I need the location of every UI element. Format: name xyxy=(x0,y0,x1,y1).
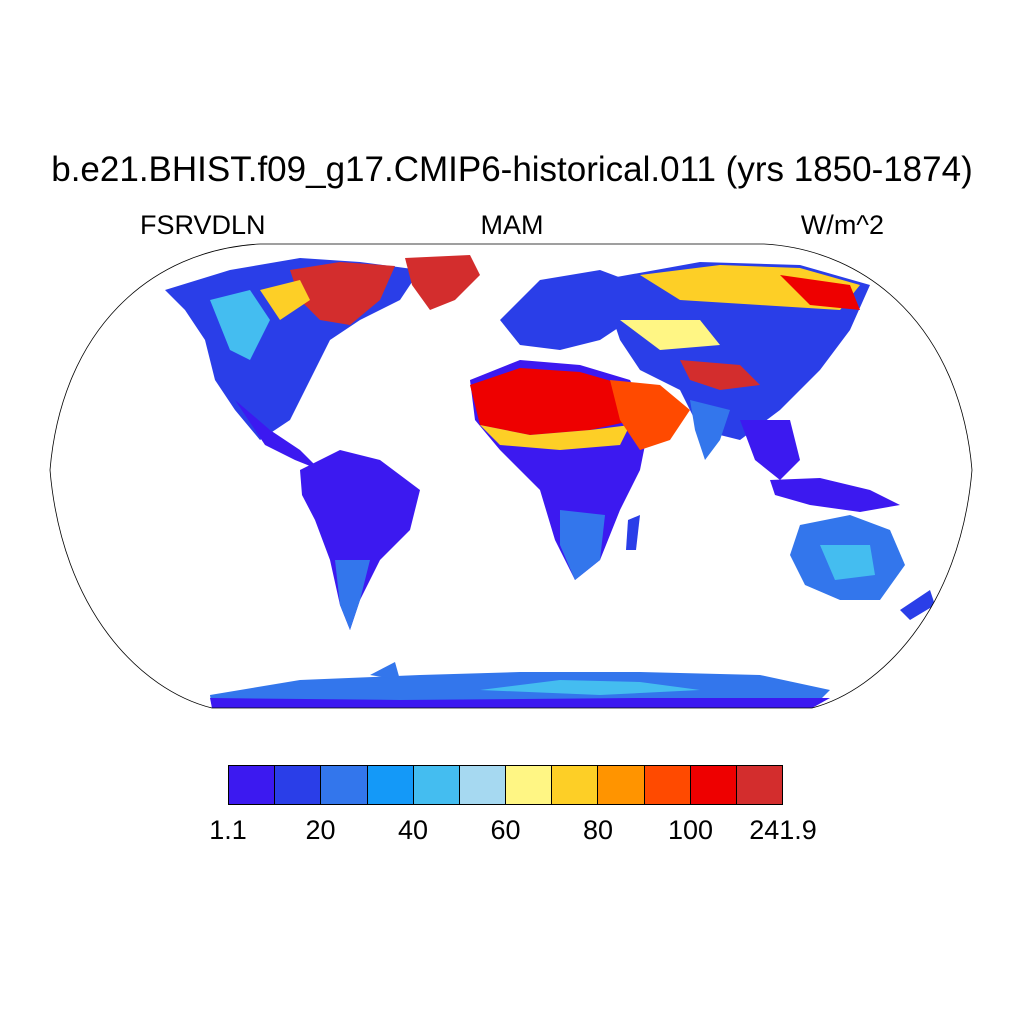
colorbar-swatch xyxy=(644,766,691,804)
north-america-south xyxy=(235,400,320,470)
colorbar-swatch xyxy=(459,766,507,804)
colorbar-swatch xyxy=(552,766,599,804)
colorbar-label: 60 xyxy=(490,815,521,845)
colorbar-swatch xyxy=(413,766,460,804)
south-america xyxy=(300,450,420,630)
colorbar-label: 20 xyxy=(305,815,336,845)
north-america-west xyxy=(210,290,270,360)
colorbar-swatch xyxy=(367,766,414,804)
new-zealand xyxy=(900,590,935,620)
season-label: MAM xyxy=(480,210,544,240)
colorbar-swatch xyxy=(321,766,368,804)
colorbar-label: 241.9 xyxy=(749,815,817,845)
variable-name: FSRVDLN xyxy=(140,210,266,240)
colorbar-label: 100 xyxy=(667,815,714,845)
central-asia xyxy=(620,320,720,350)
tibet-desert xyxy=(680,360,760,390)
arabia xyxy=(610,380,690,450)
colorbar xyxy=(228,765,783,805)
siberia-east xyxy=(780,275,860,310)
colorbar-swatch xyxy=(598,766,645,804)
india xyxy=(690,400,730,460)
south-africa xyxy=(560,510,605,580)
colorbar-swatch xyxy=(736,766,783,804)
indonesia xyxy=(770,478,900,512)
southeast-asia xyxy=(740,420,800,480)
antarctica-peninsula xyxy=(370,662,400,680)
globe-outline xyxy=(49,243,973,709)
south-america-south xyxy=(335,560,370,630)
sahel xyxy=(480,425,630,450)
antarctica-edge xyxy=(210,698,830,708)
canadian-arctic xyxy=(290,262,395,325)
colorbar-label: 40 xyxy=(397,815,429,845)
sahara xyxy=(470,368,635,435)
colorbar-swatch xyxy=(275,766,322,804)
units-label: W/m^2 xyxy=(800,210,884,240)
colorbar-label: 1.1 xyxy=(209,815,247,845)
australia-interior xyxy=(820,545,875,580)
madagascar xyxy=(626,515,640,550)
colorbar-label: 80 xyxy=(582,815,614,845)
hudson-band xyxy=(260,280,310,320)
colorbar-swatch xyxy=(690,766,737,804)
plot-title: b.e21.BHIST.f09_g17.CMIP6-historical.011… xyxy=(51,150,973,189)
antarctica-interior xyxy=(480,680,700,695)
colorbar-swatch xyxy=(506,766,553,804)
greenland xyxy=(405,255,480,310)
colorbar-swatch xyxy=(229,766,276,804)
